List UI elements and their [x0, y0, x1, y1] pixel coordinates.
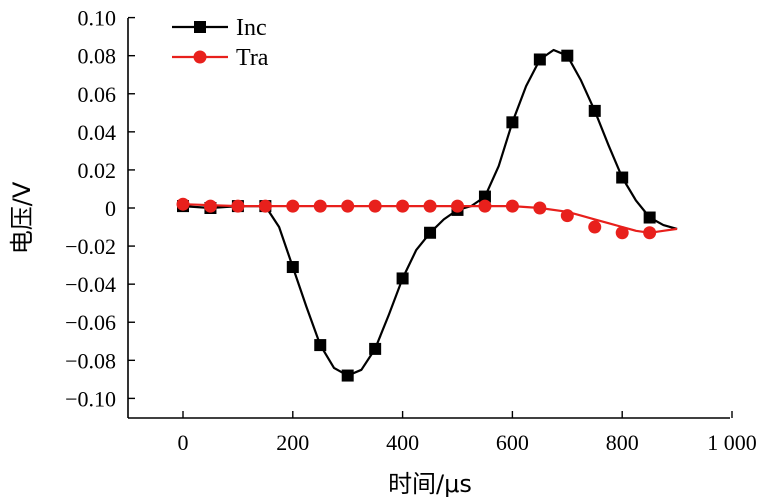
data-point-tra — [341, 199, 355, 213]
data-point-inc — [286, 261, 299, 274]
y-tick-label: 0.08 — [78, 44, 117, 69]
legend-item-inc: Inc — [172, 15, 267, 41]
data-point-tra — [231, 199, 245, 213]
y-tick-label: −0.02 — [65, 234, 116, 259]
data-point-inc — [369, 342, 382, 355]
x-tick-label: 800 — [606, 430, 639, 455]
y-tick-label: 0.06 — [78, 82, 117, 107]
data-point-tra — [478, 199, 492, 213]
data-point-inc — [506, 116, 519, 129]
data-point-inc — [588, 104, 601, 117]
x-tick-label: 200 — [276, 430, 309, 455]
series-layer — [176, 48, 678, 382]
data-point-inc — [533, 53, 546, 66]
x-tick-label: 600 — [496, 430, 529, 455]
y-axis-title: 电压/V — [8, 181, 36, 254]
legend-marker-inc — [194, 21, 206, 33]
data-point-tra — [313, 199, 327, 213]
y-tick-label: 0 — [105, 196, 116, 221]
series-line-tra — [182, 203, 678, 234]
y-tick-label: −0.08 — [65, 348, 116, 373]
legend-marker-tra — [193, 50, 207, 64]
legend-item-tra: Tra — [172, 45, 269, 71]
data-point-tra — [423, 199, 437, 213]
data-point-inc — [561, 49, 574, 62]
series-line-inc — [182, 48, 678, 377]
data-point-tra — [533, 201, 547, 215]
data-point-tra — [368, 199, 382, 213]
data-point-tra — [258, 199, 272, 213]
x-tick-label: 1 000 — [707, 430, 757, 455]
y-tick-label: −0.04 — [65, 272, 116, 297]
data-point-tra — [615, 226, 629, 240]
data-point-inc — [314, 339, 327, 352]
data-point-tra — [286, 199, 300, 213]
data-point-inc — [616, 171, 629, 184]
x-axis-title: 时间/μs — [388, 470, 472, 498]
data-point-tra — [560, 209, 574, 223]
data-point-inc — [478, 190, 491, 203]
y-tick-label: 0.04 — [78, 120, 117, 145]
ticks-layer: 0.10 0.08 0.06 0.04 0.02 0 −0.02 −0.04 −0.06 −0.0… — [65, 6, 757, 455]
data-point-tra — [588, 220, 602, 234]
data-point-inc — [643, 211, 656, 224]
legend: Inc Tra — [172, 15, 269, 71]
data-point-tra — [505, 199, 519, 213]
y-tick-label: 0.10 — [78, 6, 117, 31]
data-point-tra — [176, 197, 190, 211]
data-point-tra — [451, 199, 464, 213]
data-point-tra — [643, 226, 657, 240]
data-point-tra — [396, 199, 410, 213]
y-tick-label: −0.10 — [65, 386, 116, 411]
y-tick-label: 0.02 — [78, 158, 117, 183]
data-point-inc — [424, 226, 437, 239]
data-point-inc — [341, 369, 354, 382]
x-tick-label: 0 — [178, 430, 189, 455]
y-tick-label: −0.06 — [65, 310, 116, 335]
x-tick-label: 400 — [386, 430, 419, 455]
data-point-inc — [396, 272, 409, 285]
legend-label-tra: Tra — [236, 45, 269, 71]
legend-label-inc: Inc — [236, 15, 267, 41]
data-point-tra — [203, 199, 217, 213]
